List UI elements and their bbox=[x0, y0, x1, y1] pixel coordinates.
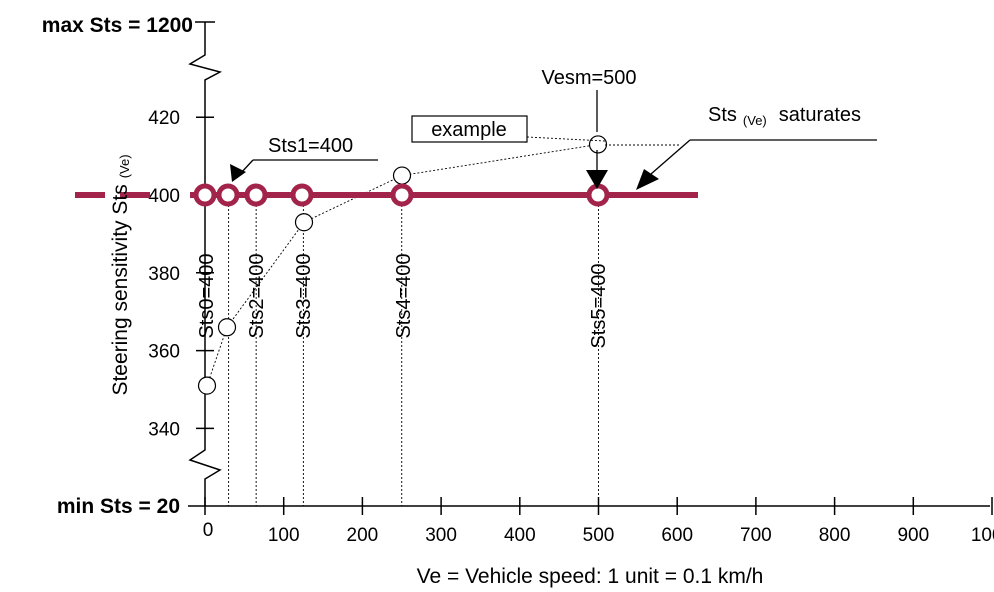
x-tick-label-0: 0 bbox=[203, 520, 214, 541]
x-axis-title: Ve = Vehicle speed: 1 unit = 0.1 km/h bbox=[417, 565, 764, 588]
saturates-label-main: Sts bbox=[708, 104, 737, 126]
point-label-2: Sts2=400 bbox=[246, 253, 268, 338]
y-axis-line bbox=[188, 22, 223, 506]
flat-point-1 bbox=[216, 183, 240, 207]
flat-point-5 bbox=[586, 183, 610, 207]
flat-point-4 bbox=[390, 183, 414, 207]
annotations: Sts0=400 Sts2=400 Sts3=400 Sts4=400 Sts5=400 bbox=[196, 90, 877, 349]
y-tick-label-380: 380 bbox=[148, 264, 180, 285]
y-tick-label-360: 360 bbox=[148, 342, 180, 363]
x-tick-label-200: 200 bbox=[347, 525, 379, 546]
x-tick-label-700: 700 bbox=[740, 525, 772, 546]
flat-point-2 bbox=[244, 183, 268, 207]
example-leader-1 bbox=[526, 136, 606, 142]
vesm-arrow-head bbox=[586, 170, 608, 189]
y-axis-title: Steering sensitivity Sts (Ve) bbox=[109, 154, 132, 395]
y-axis-title-sub: (Ve) bbox=[117, 154, 132, 178]
y-axis-title-main: Steering sensitivity Sts bbox=[109, 184, 132, 395]
saturates-label-sub: (Ve) bbox=[743, 113, 767, 128]
saturates-label: Sts (Ve) saturates bbox=[708, 104, 861, 128]
example-point-0 bbox=[197, 376, 217, 395]
saturates-arrow-head bbox=[636, 169, 659, 190]
example-point-1 bbox=[217, 318, 237, 337]
example-point-2 bbox=[294, 213, 314, 232]
sts1-label: Sts1=400 bbox=[268, 135, 353, 157]
x-tick-label-800: 800 bbox=[819, 525, 851, 546]
x-tick-label-500: 500 bbox=[583, 525, 615, 546]
x-tick-label-400: 400 bbox=[504, 525, 536, 546]
saturates-label-tail: saturates bbox=[779, 104, 861, 126]
y-tick-label-400: 400 bbox=[148, 186, 180, 207]
sts1-arrow-head bbox=[230, 164, 246, 182]
x-tick-label-1000: 1000 bbox=[971, 525, 994, 546]
x-tick-label-300: 300 bbox=[425, 525, 457, 546]
guide-lines bbox=[228, 205, 599, 506]
flat-point-0 bbox=[193, 183, 217, 207]
y-min-label: min Sts = 20 bbox=[57, 495, 180, 518]
flat-series bbox=[75, 183, 698, 207]
example-series bbox=[197, 135, 608, 395]
x-tick-label-600: 600 bbox=[661, 525, 693, 546]
axes: 340 360 380 420 400 0 100 200 300 400 500 600 700 800… bbox=[148, 21, 994, 546]
example-label-box bbox=[411, 115, 528, 143]
example-point-3 bbox=[392, 166, 412, 185]
x-tick-label-900: 900 bbox=[897, 525, 929, 546]
y-tick-label-340: 340 bbox=[148, 419, 180, 440]
flat-point-3 bbox=[290, 183, 314, 207]
vesm-label: Vesm=500 bbox=[541, 67, 636, 89]
y-max-label: max Sts = 1200 bbox=[42, 14, 193, 37]
point-label-4: Sts4=400 bbox=[393, 253, 415, 338]
saturates-arrow-shaft bbox=[650, 139, 691, 175]
example-curve bbox=[206, 143, 599, 386]
x-tick-label-100: 100 bbox=[268, 525, 300, 546]
y-tick-label-420: 420 bbox=[148, 108, 180, 129]
point-label-5: Sts5=400 bbox=[588, 263, 610, 348]
point-label-0: Sts0=400 bbox=[196, 253, 218, 338]
point-label-3: Sts3=400 bbox=[293, 253, 315, 338]
example-label: example bbox=[431, 119, 507, 141]
example-point-4 bbox=[588, 135, 608, 154]
